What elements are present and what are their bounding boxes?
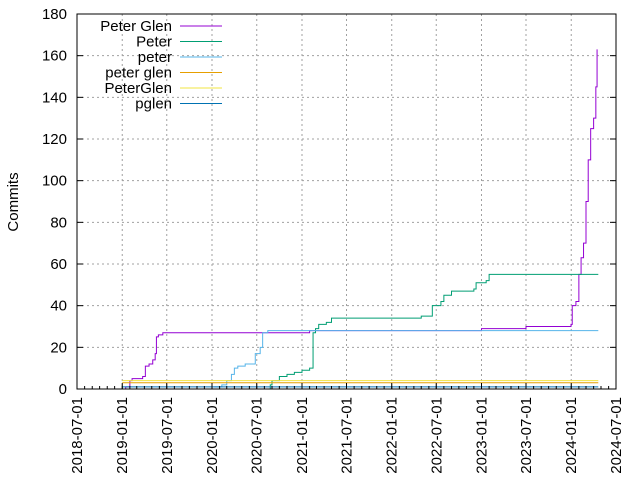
y-tick-label: 100 bbox=[42, 173, 67, 190]
legend-label: PeterGlen bbox=[104, 80, 172, 97]
x-tick-label: 2021-01-01 bbox=[294, 397, 311, 474]
y-tick-label: 40 bbox=[50, 298, 67, 315]
x-tick-label: 2022-01-01 bbox=[384, 397, 401, 474]
legend-label: pglen bbox=[135, 96, 172, 113]
y-tick-label: 60 bbox=[50, 256, 67, 273]
series-lines bbox=[119, 49, 599, 390]
x-tick-label: 2018-07-01 bbox=[69, 397, 86, 474]
x-tick-label: 2024-07-01 bbox=[608, 397, 625, 474]
x-tick-label: 2022-07-01 bbox=[428, 397, 445, 474]
y-tick-label: 120 bbox=[42, 131, 67, 148]
x-tick-label: 2021-07-01 bbox=[339, 397, 356, 474]
legend-label: Peter bbox=[136, 34, 172, 51]
series-line-peter bbox=[269, 273, 599, 390]
axis-ticks: 0 20 40 60 80 100 120 140 160 180 2018-07-01 2019-0… bbox=[42, 6, 625, 474]
legend-label: peter bbox=[138, 49, 172, 66]
x-tick-label: 2024-01-01 bbox=[563, 397, 580, 474]
x-tick-label: 2020-01-01 bbox=[204, 397, 221, 474]
y-tick-label: 80 bbox=[50, 214, 67, 231]
x-tick-label: 2019-01-01 bbox=[114, 397, 131, 474]
x-tick-label: 2023-07-01 bbox=[518, 397, 535, 474]
y-tick-label: 180 bbox=[42, 6, 67, 23]
y-tick-label: 20 bbox=[50, 339, 67, 356]
series-line-peter bbox=[214, 330, 599, 388]
legend-label: peter glen bbox=[105, 65, 172, 82]
y-tick-label: 160 bbox=[42, 48, 67, 65]
x-tick-label: 2020-07-01 bbox=[249, 397, 266, 474]
y-tick-label: 140 bbox=[42, 89, 67, 106]
x-tick-label: 2019-07-01 bbox=[159, 397, 176, 474]
legend-label: Peter Glen bbox=[100, 18, 172, 35]
y-tick-label: 0 bbox=[59, 381, 67, 398]
series-line-peter-glen bbox=[119, 49, 598, 390]
y-axis-label: Commits bbox=[5, 172, 22, 231]
x-tick-label: 2023-01-01 bbox=[473, 397, 490, 474]
